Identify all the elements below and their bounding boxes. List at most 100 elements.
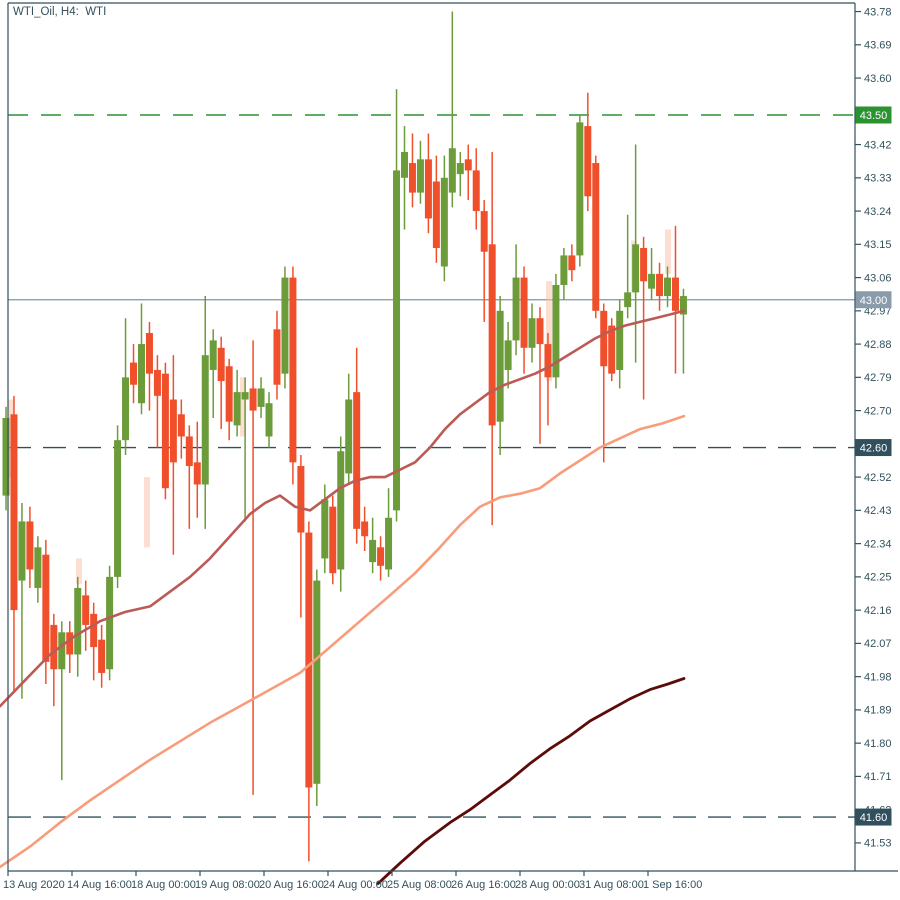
candle-body [289,277,297,463]
candle-body [632,244,640,293]
candle-body [201,355,209,485]
price-tick-label: 43.69 [864,40,892,52]
bull-candle [512,244,520,356]
price-badge-43-50-label: 43.50 [860,110,888,122]
bear-candle [544,333,552,426]
bull-candle [664,266,672,308]
bear-candle [66,621,74,673]
candle-body [130,362,138,385]
price-tick-label: 43.60 [864,73,892,85]
candle-body [58,632,66,670]
price-badge-43-50: 43.50 [855,106,892,124]
bear-candle [584,92,592,212]
candle-body [42,554,50,662]
bull-candle [448,11,456,208]
candle-body [345,399,353,474]
bear-candle [329,495,337,585]
candle-body [353,392,361,529]
candle-body [393,170,401,511]
candle-body [145,333,153,374]
bear-candle [472,148,480,230]
candle-body [114,440,122,577]
bull-candle [58,621,66,781]
candle-body [281,277,289,374]
candle-body [568,255,576,271]
candle-body [536,318,544,345]
ma-slow [376,677,686,885]
bear-candle [145,321,153,411]
bear-candle [353,347,361,544]
bull-candle [552,273,560,389]
bear-candle [640,236,648,400]
candle-body [66,632,74,655]
bear-candle [225,358,233,441]
bear-candle [193,421,201,518]
bull-candle [456,151,464,197]
candle-body [544,344,552,378]
bull-candle [440,155,448,282]
candle-body [161,373,169,489]
time-tick-label: 20 Aug 16:00 [259,879,324,891]
bull-candle [679,288,687,374]
candle-body [153,369,161,396]
bear-candle [153,355,161,448]
candle-body [552,284,560,378]
bull-candle [2,406,10,511]
price-tick-label: 41.71 [864,771,892,783]
candle-body [313,580,321,784]
bull-candle [281,266,289,389]
candle-body [321,499,329,559]
bull-candle [393,89,401,522]
bull-candle [122,318,130,455]
bear-candle [464,144,472,200]
price-badge-42-60-bg [855,439,892,457]
price-tick-label: 43.24 [864,206,892,218]
candle-body [608,325,616,374]
candle-body [377,547,385,566]
bear-candle [297,454,305,618]
bear-candle [161,362,169,500]
price-tick-label: 42.34 [864,538,892,550]
bear-candle [656,262,664,311]
candle-body [584,126,592,197]
bull-candle [560,248,568,300]
bear-candle [273,310,281,400]
bull-candle [313,569,321,806]
candles-layer [2,11,687,862]
bear-candle [361,506,369,552]
candle-body [560,255,568,285]
candle-body [664,277,672,297]
price-badge-41-60-label: 41.60 [860,812,888,824]
time-axis: 13 Aug 2020 14 Aug 16:00 18 Aug 00:00 19 Au… [3,871,702,891]
bear-candle [169,355,177,555]
price-tick-label: 42.88 [864,339,892,351]
bear-candle [377,536,385,581]
candle-body [297,466,305,533]
candle-body [257,388,265,407]
price-tick-label: 42.52 [864,472,892,484]
bull-candle [209,329,217,418]
candle-body [496,310,504,422]
price-badge-43-50-bg [855,106,892,124]
candle-body [592,163,600,311]
candle-body [209,340,217,370]
price-tick-label: 41.80 [864,738,892,750]
candle-body [448,148,456,193]
candle-body [624,292,632,308]
candle-body [520,277,528,348]
candle-body [488,244,496,426]
price-tick-label: 43.78 [864,6,892,18]
bull-candle [624,214,632,319]
bear-candle [98,624,106,688]
candle-body [225,366,233,422]
bear-candle [26,506,34,588]
price-badge-43-00-bg [855,291,892,309]
price-badge-43-00: 43.00 [855,291,892,309]
bull-candle [369,517,377,574]
bear-candle [536,307,544,444]
candle-body [2,417,10,496]
candle-body [249,388,257,411]
bull-candle [576,115,584,267]
bear-candle [50,613,58,707]
